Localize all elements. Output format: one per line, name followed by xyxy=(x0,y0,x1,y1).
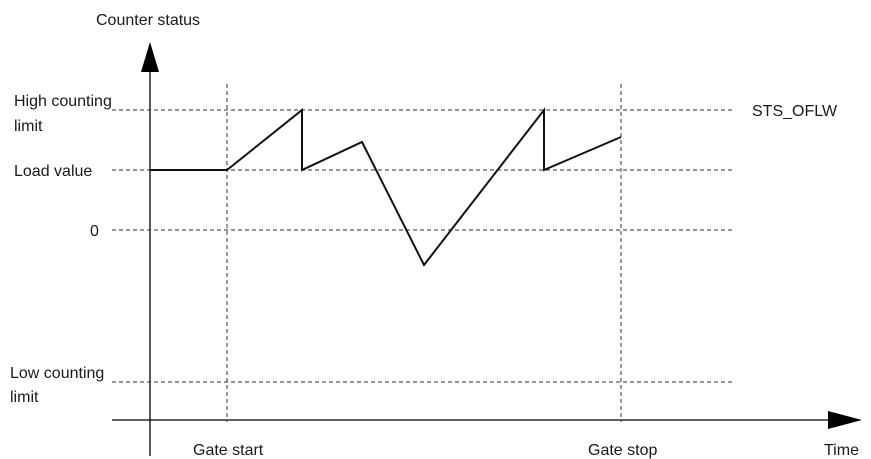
high-limit-label-line1: High counting xyxy=(14,93,112,110)
low-limit-label-line1: Low counting xyxy=(10,365,104,382)
x-axis-arrow-icon xyxy=(828,411,862,429)
counter-trace xyxy=(150,107,622,267)
y-axis-label: Counter status xyxy=(96,12,200,29)
zero-label: 0 xyxy=(90,223,99,240)
high-limit-label-line2: limit xyxy=(14,118,43,135)
gate-start-label: Gate start xyxy=(193,442,264,459)
overflow-label: STS_OFLW xyxy=(752,103,838,120)
x-axis-label: Time xyxy=(824,442,859,459)
low-limit-label-line2: limit xyxy=(10,389,39,406)
y-axis-arrow-icon xyxy=(141,42,159,72)
gate-stop-label: Gate stop xyxy=(588,442,657,459)
load-value-label: Load value xyxy=(14,163,92,180)
